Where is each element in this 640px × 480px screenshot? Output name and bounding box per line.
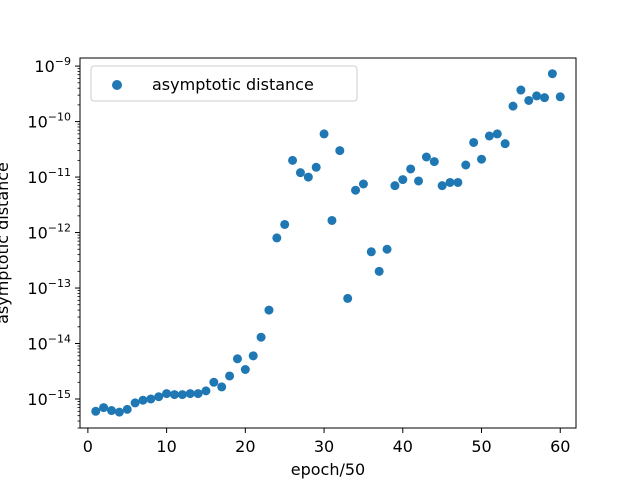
data-point [114,407,124,417]
y-tick-label: 10−14 [27,333,71,354]
data-point [358,179,368,189]
data-point [256,332,266,342]
x-tick-label: 0 [83,437,93,456]
data-point [122,404,132,414]
legend-marker [112,80,122,90]
y-axis-label: asymptotic distance [0,162,12,324]
data-point [169,390,179,400]
y-tick-label: 10−12 [27,222,71,243]
x-tick-label: 40 [393,437,413,456]
data-points [91,69,565,417]
data-point [272,233,282,243]
data-point [106,406,116,416]
x-tick-label: 30 [314,437,334,456]
y-axis: 10−15 10−14 10−13 10−12 10−11 10−10 10−9 [27,55,80,429]
x-axis-label: epoch/50 [291,460,365,479]
data-point [374,266,384,276]
data-point [335,146,345,156]
data-point [232,354,242,364]
data-point [382,244,392,254]
y-tick-label: 10−13 [27,277,71,298]
data-point [508,101,518,111]
x-tick-label: 60 [550,437,570,456]
x-axis: 0 10 20 30 40 50 60 [83,428,570,456]
data-point [185,389,195,399]
data-point [555,92,565,102]
data-point [414,176,424,186]
data-point [225,371,235,381]
y-tick-label: 10−11 [27,166,71,187]
data-point [99,403,109,413]
data-point [398,175,408,185]
data-point [327,215,337,225]
data-point [217,382,227,392]
data-point [532,91,542,101]
legend-label: asymptotic distance [152,75,314,94]
data-point [429,157,439,167]
data-point [351,185,361,195]
data-point [177,390,187,400]
data-point [492,129,502,139]
data-point [319,129,329,139]
data-point [540,93,550,103]
data-point [295,168,305,178]
data-point [193,389,203,399]
data-point [445,177,455,187]
x-tick-label: 10 [156,437,176,456]
data-point [366,247,376,257]
data-point [154,392,164,402]
data-point [280,219,290,229]
data-point [288,155,298,165]
data-point [146,394,156,404]
data-point [406,164,416,174]
legend-box [90,65,358,102]
data-point [437,181,447,191]
data-point [453,177,463,187]
data-point [209,377,219,387]
data-point [500,139,510,149]
data-point [130,398,140,408]
data-point [138,395,148,405]
data-point [524,95,534,105]
y-tick-label: 10−10 [27,111,71,132]
data-point [477,154,487,164]
data-point [201,386,211,396]
data-point [240,365,250,374]
data-point [311,162,321,172]
data-point [162,389,172,399]
data-point [484,131,494,141]
x-tick-label: 20 [235,437,255,456]
x-tick-label: 50 [471,437,491,456]
data-point [516,85,526,95]
data-point [303,172,313,182]
plot-frame [79,57,577,429]
data-point [421,152,431,162]
data-point [469,137,479,147]
data-point [547,69,557,79]
y-tick-label: 10−9 [34,55,71,76]
data-point [264,305,274,315]
data-point [390,181,400,191]
legend: asymptotic distance [90,65,358,102]
y-tick-label: 10−15 [27,388,71,409]
data-point [461,160,471,170]
data-point [343,293,353,303]
data-point [91,406,101,416]
data-point [248,351,258,361]
